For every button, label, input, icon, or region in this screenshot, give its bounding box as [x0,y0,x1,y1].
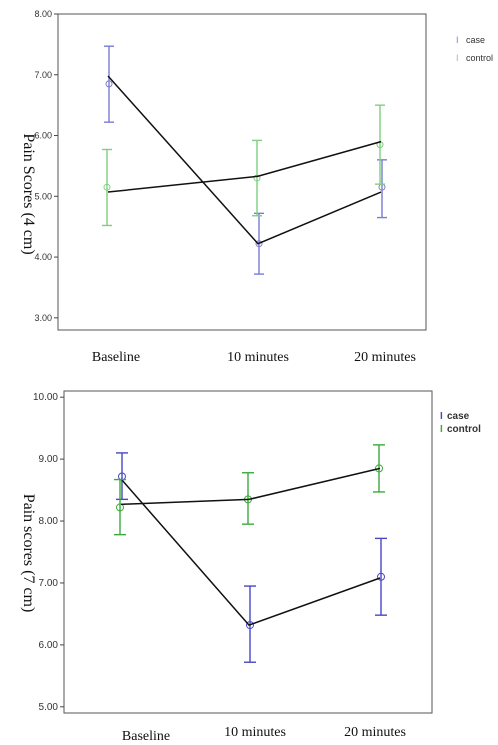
x-tick-label: 20 minutes [344,725,406,740]
y-tick-label: 5.00 [39,702,59,713]
legend-item-case: I case [456,35,485,45]
y-axis-label: Pain scores (7 cm) [20,494,37,613]
x-tick-label: Baseline [92,350,140,365]
y-tick-label: 8.00 [34,9,52,19]
legend-marker-control: I [456,53,459,63]
legend-label-case: case [447,411,470,422]
control-mean-point [116,503,124,512]
y-tick-label: 4.00 [34,252,52,262]
case-mean-point [377,572,385,581]
plot-marks [114,444,387,663]
control-mean-point [375,464,383,473]
y-tick-label: 10.00 [33,392,58,403]
legend-marker-case: I [456,35,459,45]
legend-label-case: case [466,35,485,45]
y-tick-label: 5.00 [34,191,52,201]
case-mean-point [105,80,113,88]
case-line [107,75,382,245]
chart-bottom-7cm: Pain scores (7 cm) I case I control 5.00… [20,390,481,744]
y-tick-label: 6.00 [39,640,59,651]
plot-frame [57,13,427,331]
y-tick-label: 3.00 [34,313,52,323]
control-mean-point [253,174,261,182]
plot-marks [102,45,387,275]
y-tick-label: 8.00 [39,516,59,527]
case-mean-point [255,240,263,248]
y-tick-label: 6.00 [34,131,52,141]
legend-item-case: I case [440,411,470,422]
x-tick-labels: Baseline 10 minutes 20 minutes [92,350,416,365]
chart-top-4cm: Pain Scores (4 cm) I case I control 3.00… [20,9,493,365]
control-line [120,467,381,506]
y-tick-label: 9.00 [39,454,59,465]
control-mean-point [103,183,111,191]
y-axis-label: Pain Scores (4 cm) [20,133,37,254]
legend-marker-control: I [440,424,443,435]
legend-label-control: control [447,424,481,435]
case-line [120,478,381,626]
case-mean-point [246,621,254,630]
x-tick-labels: Baseline 10 minutes 20 minutes [122,725,406,744]
legend: I case I control [456,35,493,63]
x-tick-label: Baseline [122,729,170,744]
plot-frame [63,390,433,714]
legend-item-control: I control [456,53,493,63]
legend-marker-case: I [440,411,443,422]
y-ticks: 5.00 6.00 7.00 8.00 9.00 10.00 [33,392,64,713]
control-line [107,140,382,193]
y-tick-label: 7.00 [39,578,59,589]
legend: I case I control [440,411,481,435]
legend-label-control: control [466,53,493,63]
y-ticks: 3.00 4.00 5.00 6.00 7.00 8.00 [34,9,58,323]
x-tick-label: 20 minutes [354,350,416,365]
x-tick-label: 10 minutes [227,350,289,365]
legend-item-control: I control [440,424,481,435]
y-tick-label: 7.00 [34,70,52,80]
x-tick-label: 10 minutes [224,725,286,740]
